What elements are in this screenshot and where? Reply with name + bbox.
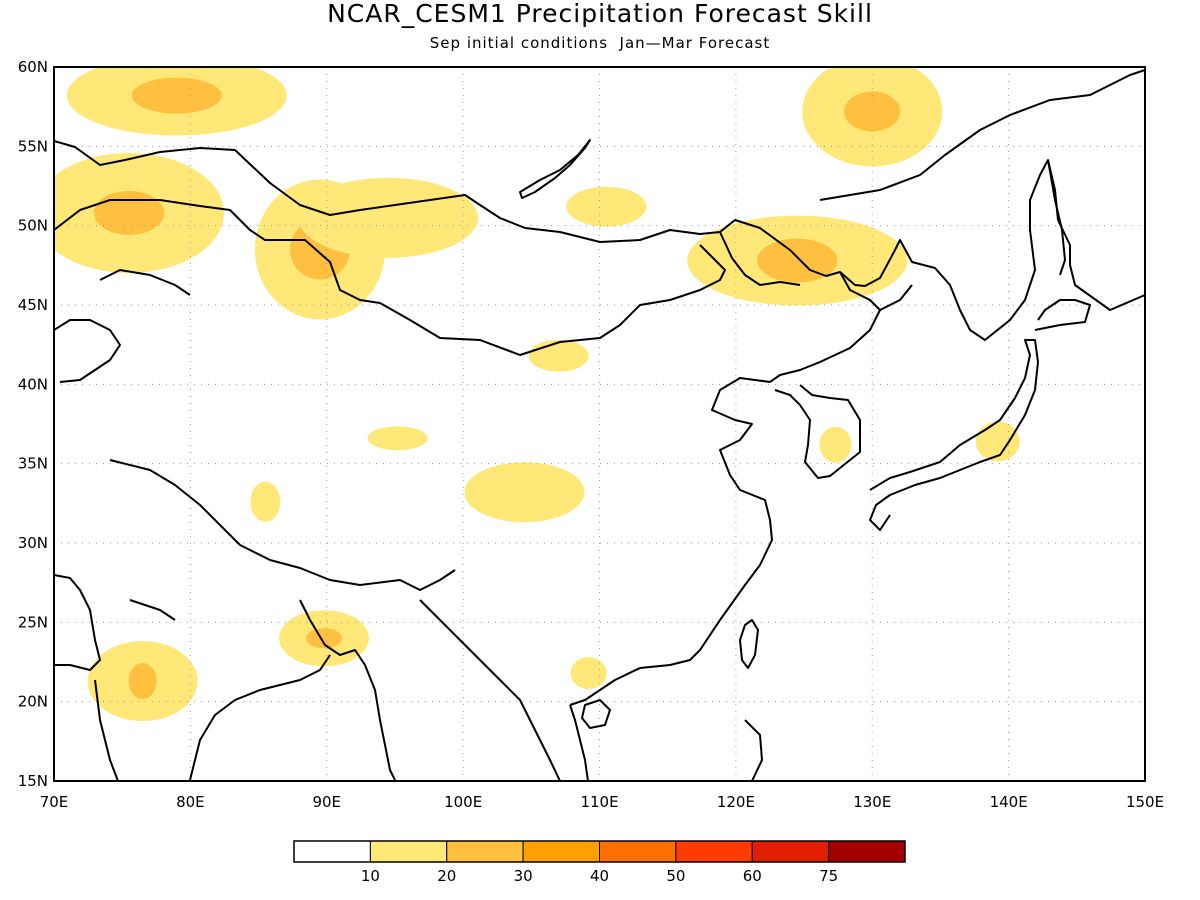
- longitude-tick-label: 90E: [312, 793, 341, 811]
- skill-area-core: [844, 91, 901, 132]
- plot-frame: [53, 66, 1146, 782]
- skill-area: [566, 186, 647, 227]
- legend-swatch: [446, 840, 524, 863]
- latitude-tick-label: 15N: [18, 772, 48, 790]
- legend-label: 10: [361, 867, 380, 885]
- skill-area: [819, 426, 852, 463]
- legend-swatch: [828, 840, 906, 863]
- latitude-tick-label: 50N: [18, 217, 48, 235]
- skill-area-core: [757, 238, 838, 283]
- longitude-tick-label: 80E: [176, 793, 205, 811]
- skill-area: [298, 177, 479, 258]
- latitude-tick-label: 20N: [18, 693, 48, 711]
- latitude-tick-label: 30N: [18, 534, 48, 552]
- legend-swatch: [751, 840, 830, 863]
- coastlines-and-borders: [54, 69, 1145, 781]
- skill-area: [464, 462, 585, 523]
- skill-area: [367, 426, 428, 451]
- legend-label: 30: [514, 867, 533, 885]
- latitude-tick-label: 25N: [18, 613, 48, 631]
- latitude-tick-label: 55N: [18, 137, 48, 155]
- skill-shading-layer: [54, 67, 1020, 722]
- longitude-tick-label: 140E: [990, 793, 1028, 811]
- longitude-tick-label: 150E: [1126, 793, 1164, 811]
- skill-area: [528, 339, 589, 372]
- longitude-tick-label: 120E: [717, 793, 755, 811]
- skill-area-core: [94, 190, 165, 235]
- latitude-tick-label: 60N: [18, 58, 48, 76]
- legend-label: 20: [437, 867, 456, 885]
- legend-label: 50: [666, 867, 685, 885]
- skill-area: [250, 481, 281, 522]
- skill-area: [570, 657, 607, 690]
- longitude-tick-label: 70E: [40, 793, 69, 811]
- axis-tick-labels: 70E 80E 90E 100E 110E 120E 130E 140E 150E 15N 20N 2…: [18, 58, 1164, 811]
- latitude-tick-label: 45N: [18, 296, 48, 314]
- longitude-tick-label: 110E: [580, 793, 618, 811]
- legend-swatch: [293, 840, 371, 863]
- legend-swatch: [599, 840, 677, 863]
- lat-lon-grid: [54, 67, 1145, 781]
- legend-swatch: [675, 840, 753, 863]
- chart-title: NCAR_CESM1 Precipitation Forecast Skill: [327, 0, 873, 28]
- color-legend: 10 20 30 40 50 60 75: [293, 840, 906, 885]
- skill-area-core: [306, 628, 343, 649]
- longitude-tick-label: 130E: [853, 793, 891, 811]
- legend-swatch: [522, 840, 600, 863]
- skill-area-core: [128, 663, 157, 700]
- legend-frame: [293, 840, 906, 863]
- legend-label: 40: [590, 867, 609, 885]
- legend-swatch: [369, 840, 448, 863]
- latitude-tick-label: 40N: [18, 375, 48, 393]
- chart-subtitle: Sep initial conditions Jan—Mar Forecast: [429, 34, 771, 52]
- legend-label: 60: [743, 867, 762, 885]
- longitude-tick-label: 100E: [444, 793, 482, 811]
- skill-area-core: [131, 77, 222, 114]
- legend-label: 75: [819, 867, 838, 885]
- latitude-tick-label: 35N: [18, 455, 48, 473]
